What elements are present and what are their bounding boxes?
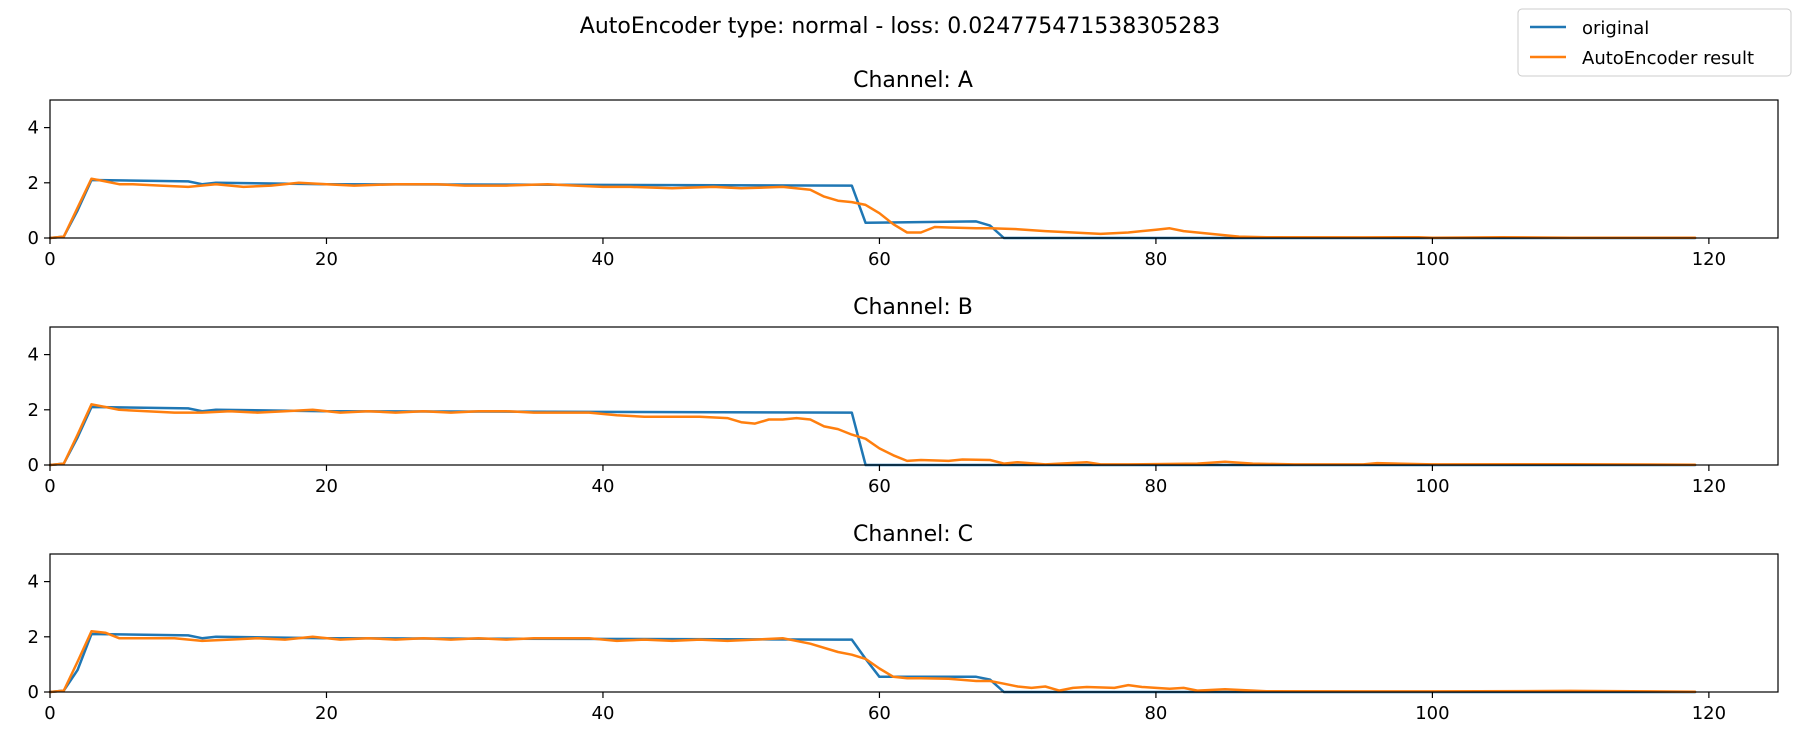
subplot-channel-a: Channel: A 0 20 40 60 80 100 120 0 2 4 <box>28 68 1779 270</box>
series-line-autoencoder <box>48 403 1697 467</box>
x-tick-label: 0 <box>44 476 55 497</box>
legend-frame <box>1517 8 1792 77</box>
subplot-title: Channel: A <box>853 68 973 93</box>
x-tick-label: 120 <box>1692 476 1726 497</box>
x-tick-label: 0 <box>44 703 55 724</box>
x-tick-label: 20 <box>315 476 338 497</box>
x-tick-label: 80 <box>1144 249 1167 270</box>
subplot-channel-b: Channel: B 0 20 40 60 80 100 120 0 2 4 <box>28 295 1779 497</box>
x-tick-label: 120 <box>1692 249 1726 270</box>
legend-label-original: original <box>1582 18 1649 39</box>
y-tick-label: 2 <box>28 627 39 648</box>
series-line-autoencoder <box>48 177 1697 240</box>
x-tick-label: 60 <box>868 703 891 724</box>
x-tick-label: 40 <box>592 249 615 270</box>
series-line-autoencoder <box>48 630 1697 694</box>
axes-frame <box>49 99 1779 239</box>
axes-frame <box>49 553 1779 693</box>
x-tick-label: 20 <box>315 703 338 724</box>
x-tick-label: 60 <box>868 249 891 270</box>
x-tick-label: 40 <box>592 703 615 724</box>
x-tick-label: 80 <box>1144 476 1167 497</box>
x-tick-label: 100 <box>1415 249 1449 270</box>
y-tick-label: 2 <box>28 400 39 421</box>
y-tick-label: 4 <box>28 118 39 139</box>
y-tick-label: 0 <box>28 682 39 703</box>
figure-title: AutoEncoder type: normal - loss: 0.02477… <box>580 14 1220 39</box>
y-tick-label: 4 <box>28 572 39 593</box>
subplot-title: Channel: B <box>853 295 973 320</box>
axes-frame <box>49 326 1779 466</box>
legend-label-autoencoder: AutoEncoder result <box>1582 48 1754 69</box>
y-tick-label: 2 <box>28 173 39 194</box>
x-tick-label: 0 <box>44 249 55 270</box>
x-tick-label: 20 <box>315 249 338 270</box>
y-tick-label: 0 <box>28 228 39 249</box>
subplot-title: Channel: C <box>853 522 973 547</box>
x-tick-label: 60 <box>868 476 891 497</box>
subplot-channel-c: Channel: C 0 20 40 60 80 100 120 0 2 4 <box>28 522 1779 724</box>
x-tick-label: 40 <box>592 476 615 497</box>
legend: original AutoEncoder result <box>1517 8 1792 77</box>
x-tick-label: 80 <box>1144 703 1167 724</box>
y-tick-label: 0 <box>28 455 39 476</box>
x-tick-label: 100 <box>1415 703 1449 724</box>
series-line-original <box>48 405 1697 467</box>
x-tick-label: 120 <box>1692 703 1726 724</box>
x-tick-label: 100 <box>1415 476 1449 497</box>
y-tick-label: 4 <box>28 345 39 366</box>
